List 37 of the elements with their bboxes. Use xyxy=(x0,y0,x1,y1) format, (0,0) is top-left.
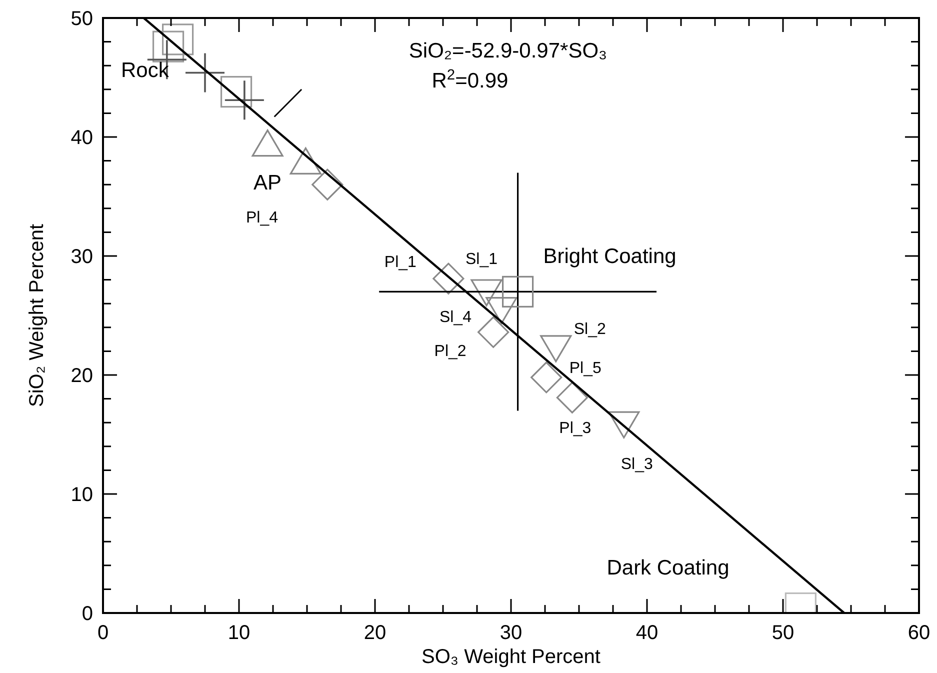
y-tick-label: 20 xyxy=(70,365,93,387)
annotation: Dark Coating xyxy=(606,556,730,580)
annotation: Pl_5 xyxy=(569,360,602,377)
y-tick-label: 40 xyxy=(70,127,93,149)
annotation: Pl_3 xyxy=(559,420,592,438)
annotation: SiO₂=-52.9-0.97*SO₃ xyxy=(408,39,608,62)
annotation: Pl_2 xyxy=(434,342,466,360)
annotation: Pl_4 xyxy=(246,210,278,227)
x-axis-title: SO₃ Weight Percent xyxy=(422,646,601,668)
x-tick-label: 40 xyxy=(636,622,658,644)
annotation: Sl_1 xyxy=(466,251,498,268)
y-axis-title: SiO₂ Weight Percent xyxy=(26,224,48,408)
annotation: R$^{2}$=0.99 xyxy=(432,67,508,92)
x-tick-label: 60 xyxy=(908,622,930,644)
y-tick-label: 50 xyxy=(70,8,93,30)
point xyxy=(502,276,534,308)
y-tick-label: 0 xyxy=(82,603,93,625)
point xyxy=(478,316,510,348)
point xyxy=(556,382,588,414)
annotation: Bright Coating xyxy=(543,245,676,268)
x-tick-label: 0 xyxy=(97,622,109,644)
annotation: Sl_4 xyxy=(439,308,472,326)
y-tick-label: 10 xyxy=(70,484,93,506)
annotation: AP xyxy=(254,172,282,195)
x-tick-label: 10 xyxy=(228,622,250,644)
annotation: Sl_2 xyxy=(574,321,606,338)
x-tick-label: 30 xyxy=(500,622,522,644)
y-tick-label: 30 xyxy=(70,246,93,268)
annotation: Sl_3 xyxy=(620,456,653,474)
point xyxy=(162,24,194,56)
point xyxy=(224,80,264,120)
x-tick-label: 20 xyxy=(364,622,386,644)
annotation: Pl_1 xyxy=(384,254,417,272)
point xyxy=(530,362,562,394)
x-tick-label: 50 xyxy=(772,622,794,644)
point xyxy=(312,168,344,200)
point xyxy=(432,262,464,294)
